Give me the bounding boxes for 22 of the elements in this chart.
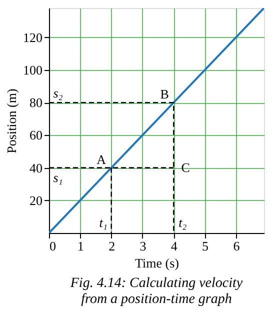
- y-tick-label: 20: [30, 192, 42, 208]
- caption: Fig. 4.14: Calculating velocity from a position-time graph: [69, 276, 244, 307]
- annotation: s₂: [53, 86, 64, 101]
- y-tick-label: 80: [30, 95, 42, 110]
- x-axis-title: Time (s): [135, 256, 179, 270]
- annotation: t₁: [99, 215, 108, 230]
- annotation: A: [96, 152, 107, 167]
- y-axis-title: Position (m): [4, 88, 19, 154]
- y-tick-label: 100: [23, 62, 42, 78]
- x-tick-label: 0: [50, 238, 56, 254]
- x-tick-label: 1: [77, 238, 84, 254]
- y-tick-label: 60: [30, 128, 42, 143]
- annotation: B: [160, 86, 170, 102]
- y-tick-label: 40: [30, 160, 42, 176]
- x-tick-label: 3: [140, 238, 146, 254]
- y-tick-label: 120: [23, 30, 42, 45]
- annotation: s₁: [53, 170, 63, 185]
- x-tick-label: 5: [202, 238, 209, 254]
- annotation: t₂: [178, 215, 188, 230]
- x-tick-label: 2: [108, 238, 116, 254]
- x-tick-label: 4: [170, 238, 178, 254]
- x-tick-label: 6: [233, 238, 240, 254]
